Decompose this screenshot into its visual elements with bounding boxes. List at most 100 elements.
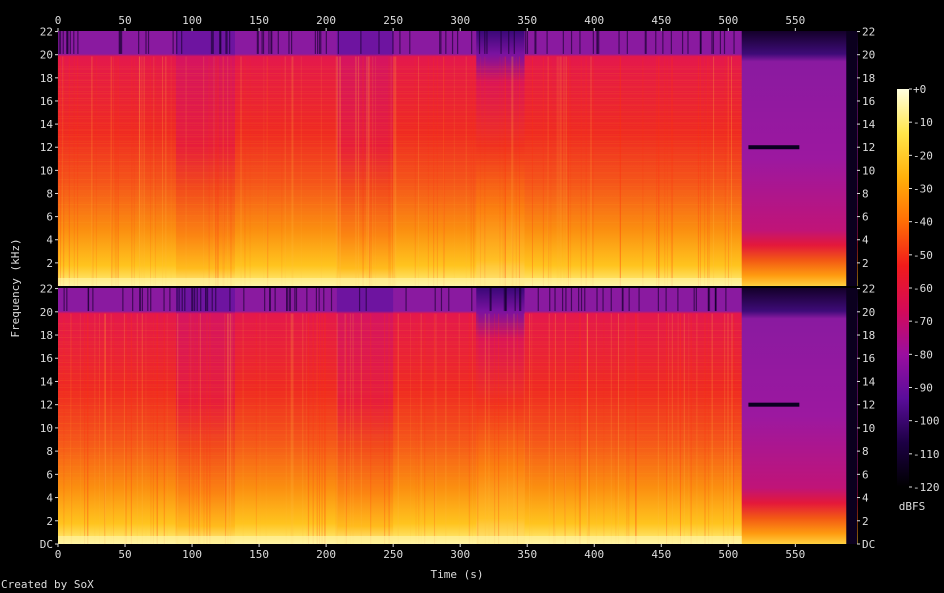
colorbar-scale: [897, 89, 909, 487]
spectrum-segment: [393, 288, 477, 544]
x-tick-label-top: 0: [55, 14, 62, 27]
x-tick-label-bottom: 150: [249, 548, 269, 561]
spectrogram-channel-bottom: [58, 288, 858, 544]
spectrum-segment: [234, 31, 338, 286]
x-tick-label-top: 250: [383, 14, 403, 27]
y-tick-label-right: 6: [862, 468, 869, 481]
y-tick-label-right: 18: [862, 329, 875, 342]
x-tick-label-top: 500: [718, 14, 738, 27]
x-tick-label-bottom: 450: [651, 548, 671, 561]
colorbar-tick-label: -60: [913, 282, 933, 295]
y-tick-label-left: 10: [40, 422, 53, 435]
spectrum-segment: [524, 288, 743, 544]
x-tick-label-top: 200: [316, 14, 336, 27]
x-tick-label-bottom: 550: [785, 548, 805, 561]
colorbar-label: dBFS: [899, 500, 926, 513]
x-tick-label-top: 450: [651, 14, 671, 27]
y-tick-label-right: 22: [862, 26, 875, 39]
x-tick-label-top: 300: [450, 14, 470, 27]
spectrum-segment: [58, 31, 177, 286]
x-tick-label-bottom: 350: [517, 548, 537, 561]
colorbar-tick-label: -110: [913, 448, 940, 461]
spectrum-segment: [234, 288, 338, 544]
spectrum-segment: [393, 31, 477, 286]
y-tick-label-right: 4: [862, 492, 869, 505]
y-tick-label-left: 22: [40, 26, 53, 39]
y-tick-label-right: 16: [862, 95, 875, 108]
y-tick-label-left: 16: [40, 95, 53, 108]
y-tick-label-right: 12: [862, 141, 875, 154]
low-freq-band: [58, 278, 742, 286]
x-axis-label: Time (s): [431, 568, 484, 581]
y-tick-label-left: 6: [46, 468, 53, 481]
colorbar-tick-label: -50: [913, 249, 933, 262]
y-tick-label-left: 6: [46, 211, 53, 224]
x-tick-label-top: 400: [584, 14, 604, 27]
y-tick-label-left: 18: [40, 329, 53, 342]
x-tick-label-bottom: 500: [718, 548, 738, 561]
tone-artifact: [748, 145, 800, 150]
spectrum-segment: [741, 288, 858, 544]
spectrum-segment: [175, 288, 236, 544]
y-tick-label-left: 8: [46, 445, 53, 458]
colorbar-tick-label: -120: [913, 481, 940, 494]
x-tick-label-bottom: 250: [383, 548, 403, 561]
y-tick-label-right: 16: [862, 352, 875, 365]
spectrum-segment: [476, 288, 526, 544]
y-tick-label-right: 10: [862, 422, 875, 435]
x-tick-label-top: 50: [118, 14, 131, 27]
x-tick-label-bottom: 100: [182, 548, 202, 561]
y-tick-label-left: 22: [40, 283, 53, 296]
y-tick-label-left: 4: [46, 234, 53, 247]
x-tick-label-top: 150: [249, 14, 269, 27]
x-tick-label-bottom: 400: [584, 548, 604, 561]
y-tick-label-left: 14: [40, 118, 54, 131]
colorbar-tick-label: -40: [913, 216, 933, 229]
y-tick-label-right: 8: [862, 445, 869, 458]
colorbar-tick-label: +0: [913, 83, 926, 96]
y-tick-label-right: 12: [862, 399, 875, 412]
y-tick-label-right: 2: [862, 257, 869, 270]
y-tick-label-right: 14: [862, 118, 876, 131]
low-freq-band: [58, 536, 742, 544]
spectrum-segment: [476, 31, 526, 286]
colorbar-tick-label: -80: [913, 348, 933, 361]
spectrum-segment: [336, 288, 394, 544]
y-tick-label-left: 8: [46, 187, 53, 200]
y-tick-label-left: 12: [40, 141, 53, 154]
y-tick-label-right: 6: [862, 211, 869, 224]
x-tick-label-bottom: 200: [316, 548, 336, 561]
colorbar-tick-label: -90: [913, 382, 933, 395]
y-tick-label-right: 4: [862, 234, 869, 247]
colorbar-tick-label: -70: [913, 315, 933, 328]
y-tick-label-left: 18: [40, 72, 53, 85]
spectrum-segment: [58, 288, 177, 544]
y-tick-label-right: DC: [862, 538, 875, 551]
colorbar-tick-label: -20: [913, 149, 933, 162]
y-tick-label-right: 14: [862, 375, 876, 388]
tone-artifact: [748, 402, 800, 407]
y-tick-label-left: 12: [40, 399, 53, 412]
y-tick-label-left: DC: [40, 538, 53, 551]
spectrum-segment: [741, 31, 858, 286]
y-tick-label-left: 10: [40, 164, 53, 177]
credit-text: Created by SoX: [1, 578, 94, 591]
colorbar-tick-label: -30: [913, 183, 933, 196]
y-tick-label-left: 14: [40, 375, 54, 388]
colorbar-tick-label: -100: [913, 415, 940, 428]
y-tick-label-left: 2: [46, 257, 53, 270]
y-tick-label-left: 16: [40, 352, 53, 365]
x-tick-label-top: 100: [182, 14, 202, 27]
spectrogram-channel-top: [57, 31, 858, 286]
colorbar: +0 -10 -20 -30 -40 -50 -60 -70 -80 -90 -100 -110 -12…: [897, 83, 940, 494]
x-tick-label-bottom: 50: [118, 548, 131, 561]
y-tick-label-right: 22: [862, 283, 875, 296]
y-tick-label-left: 20: [40, 49, 53, 62]
x-tick-label-top: 350: [517, 14, 537, 27]
y-tick-label-right: 18: [862, 72, 875, 85]
colorbar-tick-label: -10: [913, 116, 933, 129]
y-tick-label-right: 20: [862, 49, 875, 62]
tail-silence: [846, 31, 857, 286]
y-axis-label: Frequency (kHz): [9, 238, 22, 337]
